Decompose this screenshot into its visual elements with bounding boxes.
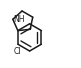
Text: Cl: Cl <box>14 47 22 56</box>
Text: NH: NH <box>14 15 25 24</box>
